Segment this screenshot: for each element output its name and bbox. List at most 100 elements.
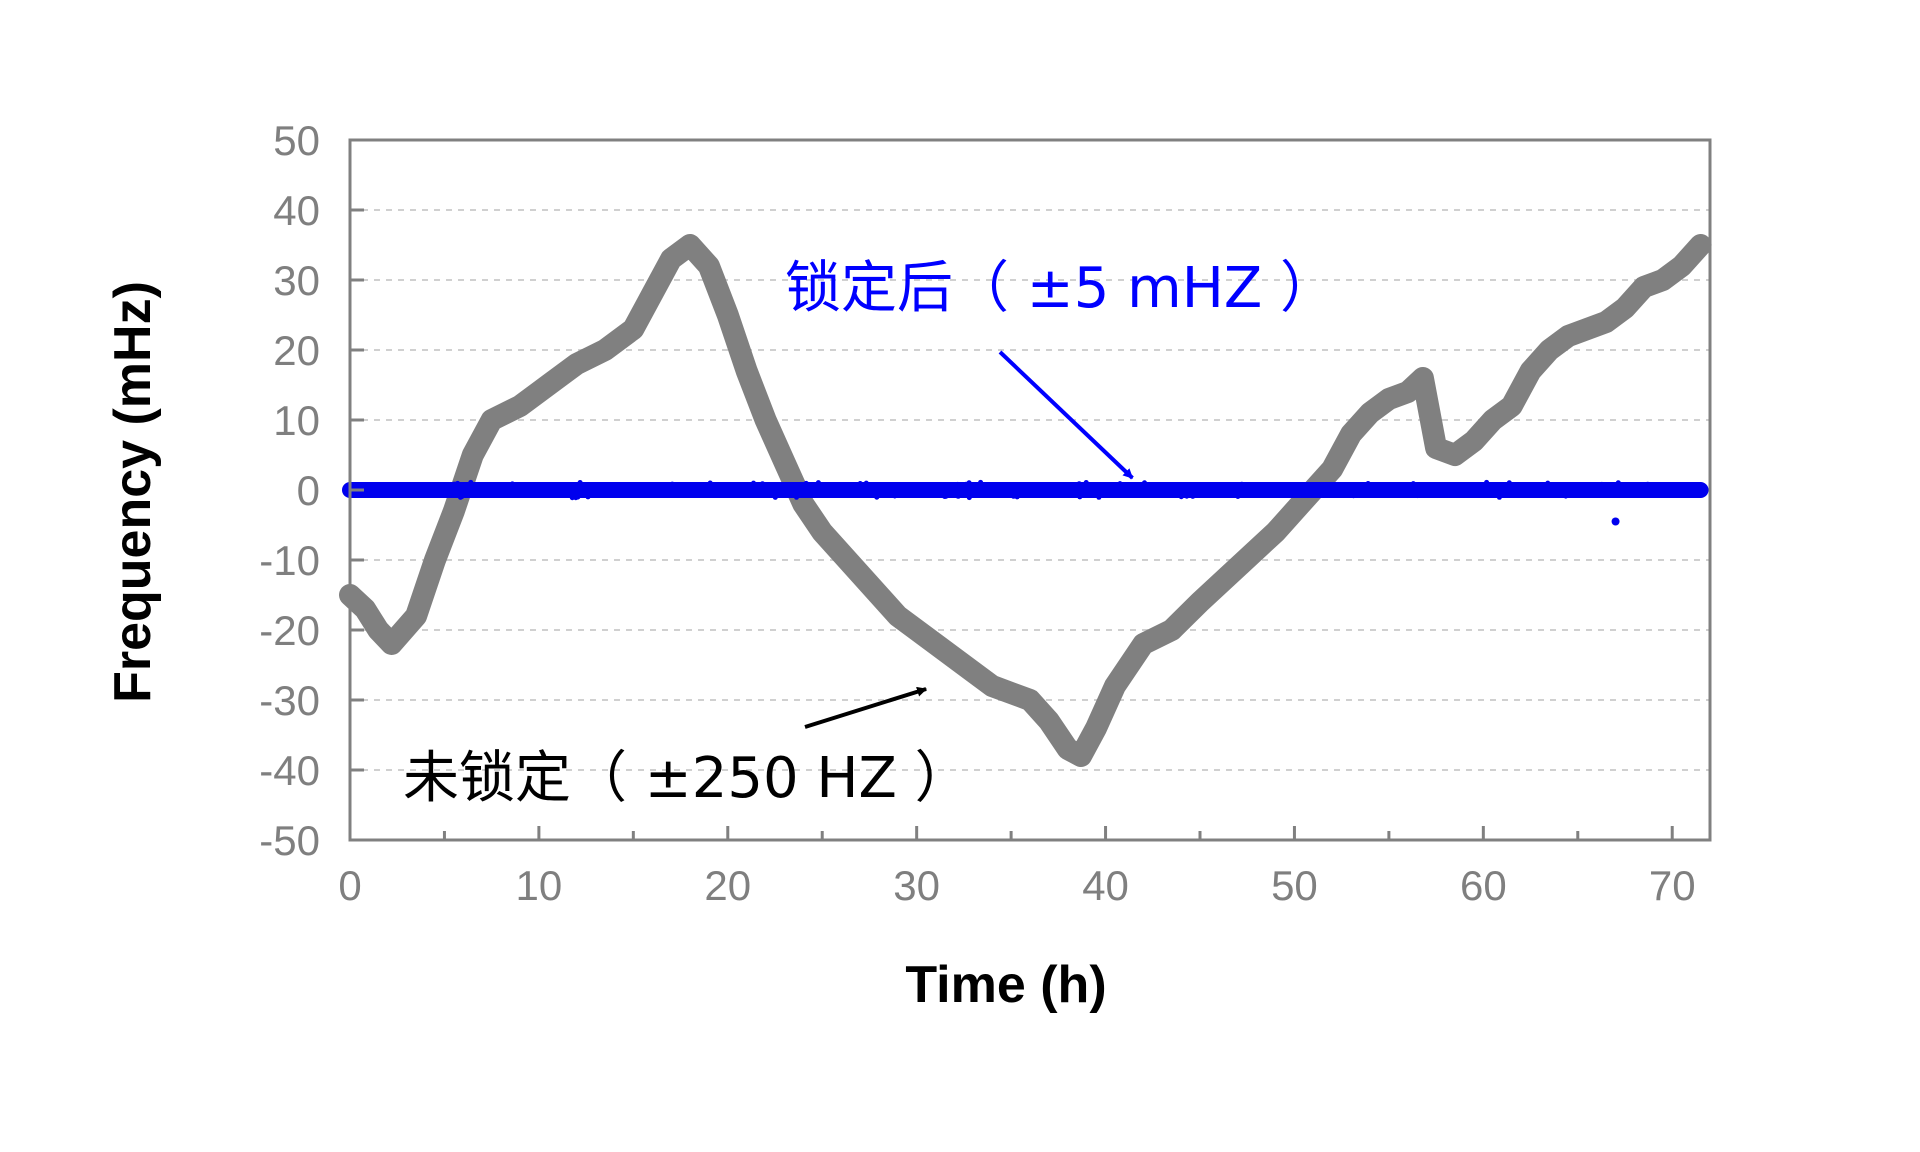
x-tick-label: 30 xyxy=(893,862,940,909)
locked-noise-point xyxy=(573,495,579,501)
locked-noise-point xyxy=(1447,485,1453,491)
locked-noise-point xyxy=(1268,484,1273,490)
locked-noise-point xyxy=(966,495,972,501)
x-tick-label: 50 xyxy=(1271,862,1318,909)
locked-noise-point xyxy=(638,489,644,495)
x-tick-label: 10 xyxy=(516,862,563,909)
locked-noise-point xyxy=(675,487,681,493)
locked-noise-point xyxy=(658,485,663,491)
axis-ticks: 50 40 30 20 10 0 -10 -20 -30 -40 -50 0 10 20 30 40 50 60 7… xyxy=(259,117,1695,909)
y-tick-label: -50 xyxy=(259,817,320,864)
locked-noise-point xyxy=(1096,494,1102,500)
locked-noise-point xyxy=(1365,481,1371,486)
locked-noise-point xyxy=(1615,480,1621,486)
annotation-arrow-unlocked xyxy=(804,686,928,729)
locked-noise-point xyxy=(411,488,417,494)
locked-noise-point xyxy=(983,491,989,497)
locked-noise-point xyxy=(1142,480,1147,486)
locked-noise-point xyxy=(1171,489,1177,495)
y-tick-label: 40 xyxy=(273,187,320,234)
locked-noise-point xyxy=(554,483,560,489)
x-tick-label: 0 xyxy=(338,862,361,909)
locked-noise-point xyxy=(585,494,591,500)
locked-noise-point xyxy=(577,480,583,485)
locked-noise-point xyxy=(1099,486,1104,492)
locked-noise-point xyxy=(1539,484,1545,490)
locked-noise-point xyxy=(772,494,778,500)
locked-noise-point xyxy=(1116,491,1122,497)
y-tick-label: -30 xyxy=(259,677,320,724)
annotation-arrow-locked xyxy=(998,350,1134,480)
locked-noise-point xyxy=(1178,494,1184,500)
locked-noise-point xyxy=(1117,481,1123,487)
locked-noise-point xyxy=(569,495,575,501)
locked-noise-point xyxy=(815,480,821,486)
locked-noise-point xyxy=(1557,491,1563,497)
x-tick-label: 70 xyxy=(1649,862,1696,909)
locked-noise-point xyxy=(1076,481,1082,487)
locked-noise-point xyxy=(1199,489,1204,495)
locked-noise-point xyxy=(595,485,601,491)
y-tick-label: 30 xyxy=(273,257,320,304)
locked-noise-point xyxy=(955,493,961,499)
locked-noise-point xyxy=(1315,485,1321,491)
locked-noise-point xyxy=(525,484,531,490)
locked-noise-point xyxy=(387,486,393,491)
locked-noise-point xyxy=(1645,481,1651,487)
locked-noise-point xyxy=(707,480,713,486)
locked-noise-point xyxy=(599,490,605,496)
annotation-locked: 锁定后（ ±5 mHZ ） xyxy=(785,256,1336,321)
locked-noise-point xyxy=(794,494,799,500)
locked-noise-point xyxy=(978,479,984,485)
locked-noise-point xyxy=(1555,486,1561,492)
locked-noise-point xyxy=(1415,493,1421,499)
locked-noise-point xyxy=(1637,490,1643,496)
locked-noise-point xyxy=(1463,483,1469,489)
locked-noise-point xyxy=(1161,489,1167,494)
locked-noise-point xyxy=(1590,485,1596,491)
locked-noise-point xyxy=(857,481,863,486)
locked-noise-point xyxy=(963,486,969,492)
locked-noise-point xyxy=(503,491,509,497)
locked-noise-point xyxy=(682,491,688,497)
locked-noise-point xyxy=(1104,487,1110,493)
locked-noise-point xyxy=(1506,480,1512,486)
locked-noise-point xyxy=(1599,481,1605,487)
locked-noise-point xyxy=(1545,480,1551,486)
locked-noise-point xyxy=(1468,492,1474,498)
locked-noise-point xyxy=(731,483,737,489)
locked-noise-point xyxy=(1072,482,1078,488)
locked-noise-point xyxy=(943,493,949,499)
locked-noise-point xyxy=(1361,483,1367,489)
locked-noise-point xyxy=(365,491,371,497)
locked-noise-point xyxy=(751,480,756,486)
locked-noise-point xyxy=(1336,487,1342,493)
annotation-unlocked: 未锁定（ ±250 HZ ） xyxy=(403,746,971,811)
x-tick-label: 20 xyxy=(704,862,751,909)
y-tick-label: 10 xyxy=(273,397,320,444)
locked-noise-point xyxy=(1151,493,1157,498)
y-tick-label: -40 xyxy=(259,747,320,794)
locked-noise-point xyxy=(993,488,999,494)
locked-noise-point xyxy=(468,479,474,485)
locked-noise-point xyxy=(1139,485,1145,490)
locked-noise-point xyxy=(1302,484,1308,490)
locked-noise-point xyxy=(956,488,962,494)
locked-noise-point xyxy=(1372,485,1378,491)
y-tick-label: -20 xyxy=(259,607,320,654)
outlier-point xyxy=(1611,517,1620,526)
locked-noise-point xyxy=(1205,482,1211,488)
locked-noise-point xyxy=(395,489,400,495)
locked-noise-point xyxy=(1228,489,1234,495)
locked-noise-point xyxy=(1025,488,1031,494)
locked-noise-point xyxy=(1077,494,1083,500)
locked-noise-point xyxy=(1563,493,1569,499)
locked-noise-point xyxy=(416,489,422,495)
x-tick-label: 40 xyxy=(1082,862,1129,909)
locked-noise-point xyxy=(1431,488,1437,494)
locked-noise-point xyxy=(941,489,947,495)
locked-noise-point xyxy=(972,492,978,498)
locked-noise-point xyxy=(1184,493,1190,499)
locked-noise-point xyxy=(760,481,765,487)
locked-noise-point xyxy=(519,484,525,489)
